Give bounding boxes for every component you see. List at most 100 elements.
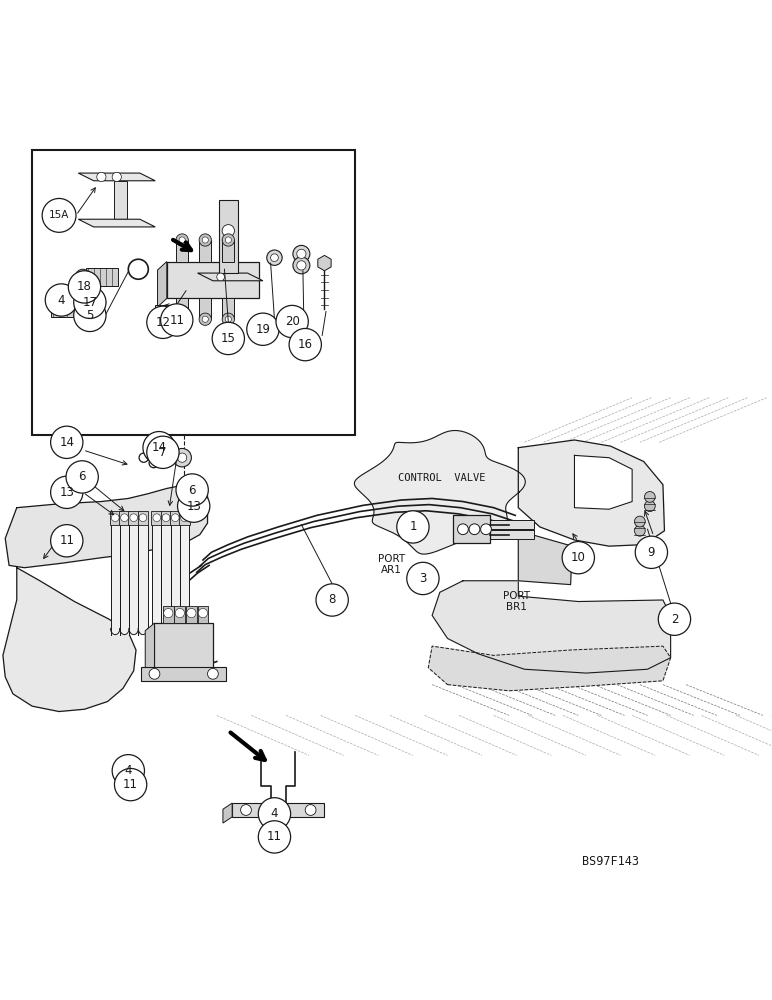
Text: 5: 5: [86, 309, 93, 322]
Text: 14: 14: [151, 441, 167, 454]
Text: 4: 4: [58, 294, 65, 307]
Circle shape: [73, 299, 106, 332]
Circle shape: [181, 514, 188, 522]
Circle shape: [171, 514, 179, 522]
Circle shape: [562, 542, 594, 574]
Circle shape: [114, 768, 147, 801]
Bar: [199, 298, 212, 319]
Polygon shape: [219, 200, 238, 273]
Polygon shape: [78, 219, 155, 227]
Text: 8: 8: [328, 593, 336, 606]
Bar: [222, 240, 235, 262]
Text: 11: 11: [169, 314, 185, 327]
Circle shape: [259, 798, 290, 830]
Text: 15A: 15A: [49, 210, 69, 220]
Bar: [120, 525, 129, 635]
Circle shape: [645, 501, 655, 512]
Circle shape: [276, 305, 308, 338]
Bar: [154, 623, 213, 668]
Bar: [180, 525, 189, 635]
Text: 6: 6: [188, 484, 196, 497]
Circle shape: [178, 453, 187, 462]
Polygon shape: [428, 646, 671, 691]
Text: 6: 6: [79, 470, 86, 483]
Circle shape: [635, 516, 645, 527]
Circle shape: [164, 608, 173, 618]
Text: 11: 11: [267, 830, 282, 843]
Bar: [114, 181, 127, 219]
Circle shape: [120, 514, 128, 522]
Text: 13: 13: [59, 486, 74, 499]
Text: 9: 9: [648, 546, 655, 559]
Bar: [110, 511, 120, 525]
Circle shape: [51, 426, 83, 458]
Polygon shape: [318, 255, 331, 271]
Bar: [128, 511, 139, 525]
Circle shape: [173, 448, 191, 467]
Text: 20: 20: [285, 315, 300, 328]
Circle shape: [76, 302, 90, 316]
Circle shape: [139, 514, 147, 522]
Bar: [86, 268, 118, 286]
Circle shape: [75, 269, 90, 285]
Circle shape: [112, 755, 144, 787]
Bar: [138, 525, 147, 635]
Circle shape: [635, 536, 668, 568]
Bar: [151, 511, 162, 525]
Text: 17: 17: [83, 296, 97, 309]
Text: 19: 19: [256, 323, 270, 336]
Circle shape: [225, 237, 232, 243]
Circle shape: [397, 511, 429, 543]
Bar: [222, 298, 235, 319]
Circle shape: [161, 304, 193, 336]
Bar: [152, 525, 161, 635]
Circle shape: [645, 492, 655, 502]
Circle shape: [175, 608, 185, 618]
Circle shape: [225, 316, 232, 322]
Bar: [119, 511, 130, 525]
Circle shape: [178, 490, 210, 522]
Circle shape: [149, 668, 160, 679]
Bar: [453, 515, 490, 543]
Polygon shape: [223, 803, 232, 823]
Polygon shape: [198, 273, 263, 281]
Circle shape: [179, 316, 185, 322]
Bar: [129, 525, 138, 635]
Bar: [52, 302, 80, 317]
Circle shape: [199, 313, 212, 325]
Text: 4: 4: [124, 764, 132, 777]
Bar: [141, 667, 226, 681]
Bar: [163, 606, 174, 623]
Polygon shape: [574, 455, 632, 509]
Circle shape: [271, 254, 279, 262]
Circle shape: [407, 562, 439, 595]
Circle shape: [296, 261, 306, 270]
Text: 3: 3: [419, 572, 427, 585]
Bar: [171, 525, 180, 635]
Bar: [161, 525, 171, 635]
Text: 11: 11: [59, 534, 74, 547]
Bar: [199, 240, 212, 262]
Polygon shape: [78, 173, 155, 181]
Circle shape: [267, 250, 282, 265]
Circle shape: [147, 306, 179, 338]
Circle shape: [316, 584, 348, 616]
Text: 13: 13: [186, 500, 201, 513]
Circle shape: [222, 225, 235, 237]
Bar: [32, 150, 355, 435]
Circle shape: [176, 474, 208, 506]
Circle shape: [130, 514, 137, 522]
Bar: [137, 511, 148, 525]
Bar: [155, 305, 171, 326]
Circle shape: [199, 234, 212, 246]
Circle shape: [179, 237, 185, 243]
Circle shape: [293, 257, 310, 274]
Text: 16: 16: [298, 338, 313, 351]
Polygon shape: [354, 431, 525, 554]
Circle shape: [247, 313, 279, 345]
Polygon shape: [518, 440, 665, 546]
Circle shape: [202, 316, 208, 322]
Circle shape: [51, 476, 83, 508]
Text: BS97F143: BS97F143: [582, 855, 639, 868]
Circle shape: [153, 514, 161, 522]
